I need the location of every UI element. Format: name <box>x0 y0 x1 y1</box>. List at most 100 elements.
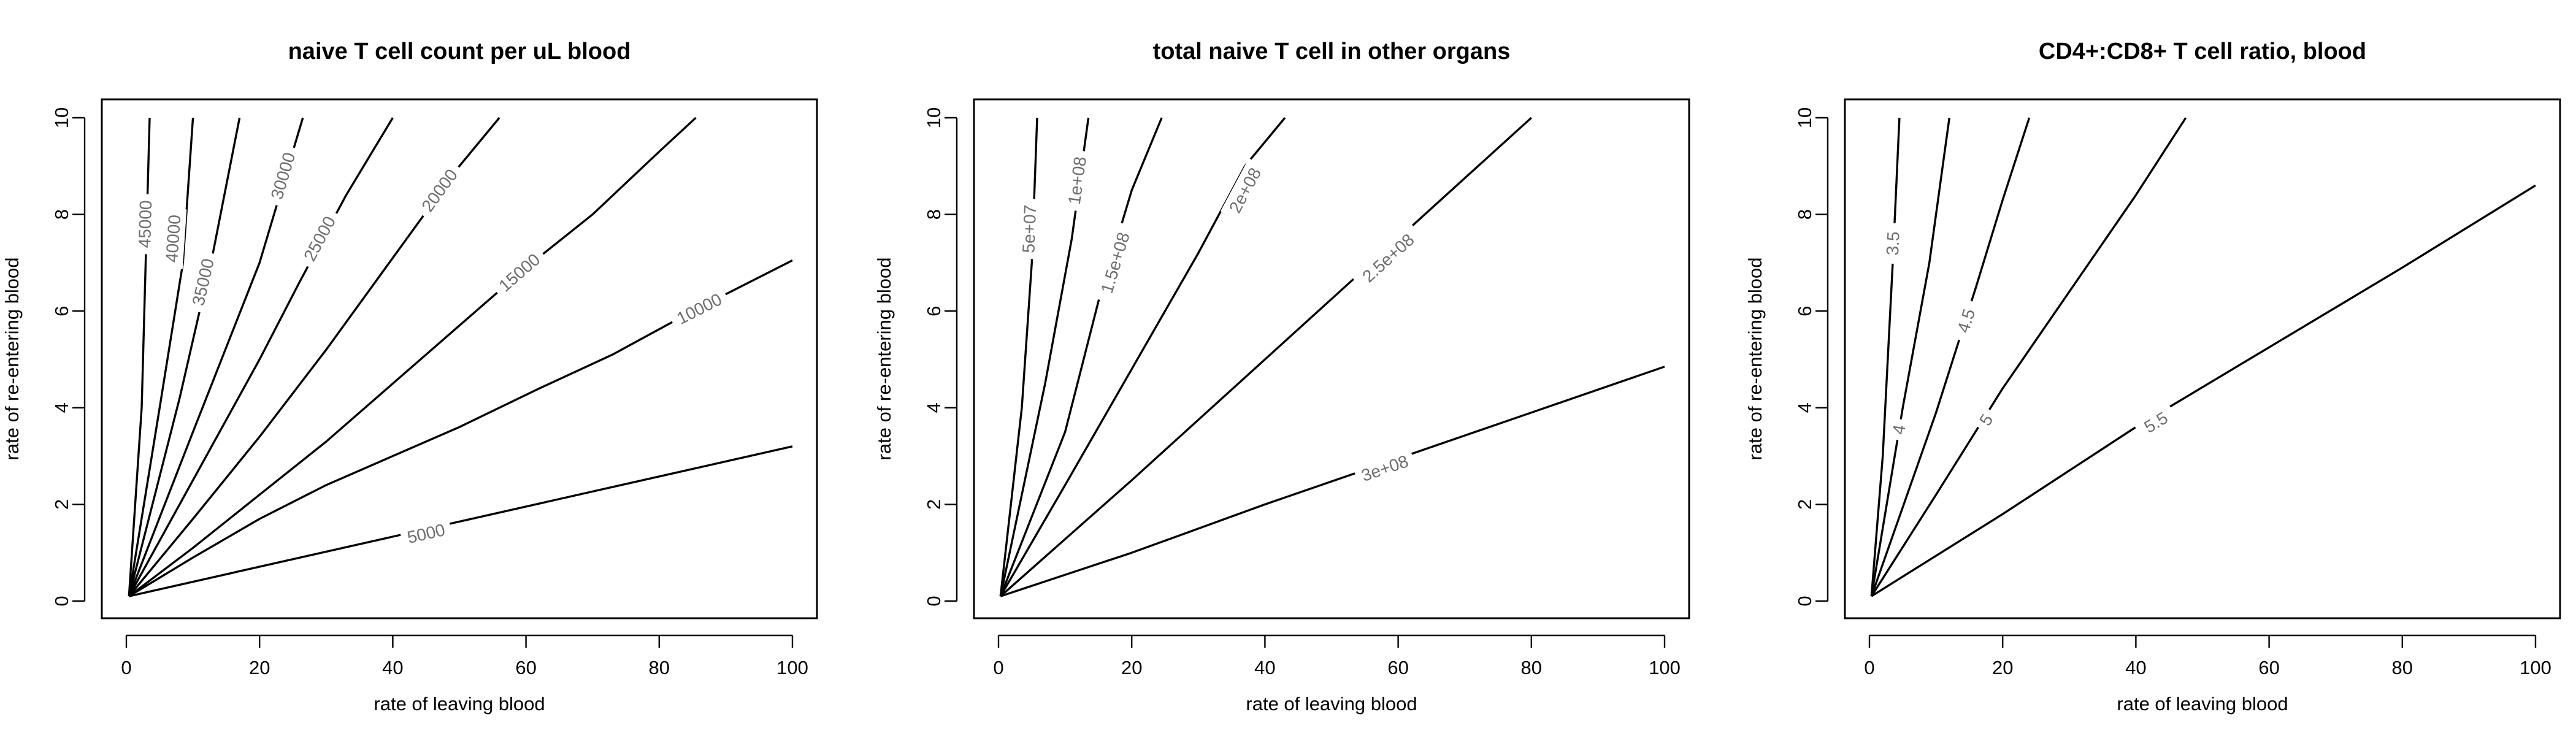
contour-label-group: 4.5 <box>1949 297 1984 344</box>
contour-label-group: 3.5 <box>1880 223 1906 264</box>
x-tick-label: 60 <box>1387 657 1408 678</box>
contour-label-group: 2e+08 <box>1220 158 1270 223</box>
x-tick-label: 100 <box>776 657 808 678</box>
chart-title: total naive T cell in other organs <box>1153 39 1511 64</box>
contour-line-3.5 <box>1870 117 1901 597</box>
contour-label-background <box>185 250 221 314</box>
contour-line-4 <box>1870 117 1950 597</box>
x-axis-label: rate of leaving blood <box>2117 693 2288 715</box>
y-tick-label: 4 <box>1794 402 1815 413</box>
contour-label-background <box>489 243 550 301</box>
contour-label-group: 35000 <box>185 250 221 314</box>
contour-line-40000 <box>128 117 194 597</box>
contour-line-25000 <box>128 117 394 597</box>
contour-line-20000 <box>128 117 500 597</box>
y-tick-label: 10 <box>51 107 72 128</box>
contour-label: 1.5e+08 <box>1097 230 1133 296</box>
contour-label-background <box>1880 223 1906 264</box>
x-tick-label: 0 <box>121 657 131 678</box>
x-tick-label: 100 <box>2520 657 2551 678</box>
contour-label-group: 25000 <box>295 206 344 271</box>
x-tick-label: 0 <box>1864 657 1874 678</box>
y-axis-label: rate of re-entering blood <box>1 258 23 461</box>
y-tick-label: 6 <box>923 306 945 316</box>
x-tick-label: 80 <box>1521 657 1542 678</box>
chart-title: naive T cell count per uL blood <box>288 39 631 64</box>
contour-label: 10000 <box>673 289 724 328</box>
x-tick-label: 100 <box>1649 657 1681 678</box>
contour-line-2e+08 <box>999 117 1286 597</box>
contour-line-5.5 <box>1871 184 2536 597</box>
contour-label: 2.5e+08 <box>1359 230 1417 286</box>
y-tick-label: 2 <box>1794 499 1815 510</box>
contour-label-background <box>132 193 158 255</box>
contour-label-background <box>1092 221 1138 305</box>
y-tick-label: 8 <box>51 209 72 220</box>
contour-label-group: 1.5e+08 <box>1092 221 1138 305</box>
y-tick-label: 0 <box>1794 596 1815 606</box>
x-tick-label: 80 <box>649 657 670 678</box>
y-tick-label: 6 <box>1794 306 1815 316</box>
x-tick-label: 20 <box>1121 657 1142 678</box>
y-tick-label: 0 <box>51 596 72 606</box>
x-tick-label: 0 <box>993 657 1003 678</box>
x-tick-label: 80 <box>2392 657 2413 678</box>
contour-line-15000 <box>128 117 697 597</box>
contour-label-background <box>295 206 344 271</box>
contour-line-5000 <box>128 445 793 597</box>
contour-label-background <box>412 159 467 222</box>
contour-label: 25000 <box>300 213 339 264</box>
y-tick-label: 0 <box>923 596 945 606</box>
plot-frame <box>1844 98 2561 619</box>
contour-label-background <box>399 516 453 551</box>
contour-label-background <box>1351 222 1426 294</box>
contour-label-group: 5000 <box>399 516 453 551</box>
x-tick-label: 60 <box>2258 657 2279 678</box>
contour-label-group: 30000 <box>263 144 303 208</box>
contour-label: 5000 <box>405 520 447 547</box>
y-tick-label: 2 <box>51 499 72 510</box>
x-tick-label: 40 <box>382 657 403 678</box>
y-tick-label: 8 <box>1794 209 1815 220</box>
contour-label-group: 10000 <box>667 285 732 333</box>
contour-label-group: 5.5 <box>2132 402 2180 443</box>
x-tick-label: 20 <box>1992 657 2013 678</box>
contour-label-background <box>667 285 732 333</box>
y-tick-label: 6 <box>51 306 72 316</box>
contour-line-35000 <box>128 117 241 597</box>
contour-label-group: 5 <box>1970 405 2002 435</box>
contour-label: 40000 <box>162 214 184 263</box>
contour-label: 45000 <box>135 200 155 248</box>
y-tick-label: 8 <box>923 209 945 220</box>
x-axis-label: rate of leaving blood <box>1246 693 1417 715</box>
y-axis-label: rate of re-entering blood <box>1744 258 1766 461</box>
contour-line-2.5e+08 <box>1000 117 1532 597</box>
contour-label-group: 2.5e+08 <box>1351 222 1426 294</box>
y-tick-label: 4 <box>923 402 945 413</box>
contour-line-5e+07 <box>999 117 1038 597</box>
y-tick-label: 4 <box>51 402 72 413</box>
x-tick-label: 20 <box>249 657 270 678</box>
y-tick-label: 2 <box>923 499 945 510</box>
contour-line-3e+08 <box>1000 366 1665 597</box>
contour-line-4.5 <box>1870 117 2031 597</box>
contour-label-background <box>1352 447 1417 489</box>
contour-label-group: 1e+08 <box>1061 149 1093 212</box>
x-tick-label: 60 <box>515 657 536 678</box>
contour-label: 3.5 <box>1883 231 1903 256</box>
contour-line-10000 <box>128 259 793 597</box>
contour-label-background <box>1220 158 1270 223</box>
contour-label-group: 45000 <box>132 193 158 255</box>
contour-label-background <box>159 207 187 270</box>
contour-label-background <box>1970 405 2002 435</box>
contour-line-5 <box>1870 117 2187 597</box>
x-tick-label: 40 <box>1254 657 1275 678</box>
contour-label-background <box>1061 149 1093 212</box>
y-tick-label: 10 <box>923 107 945 128</box>
contour-label-group: 15000 <box>489 243 550 301</box>
chart-title: CD4+:CD8+ T cell ratio, blood <box>2039 39 2366 64</box>
